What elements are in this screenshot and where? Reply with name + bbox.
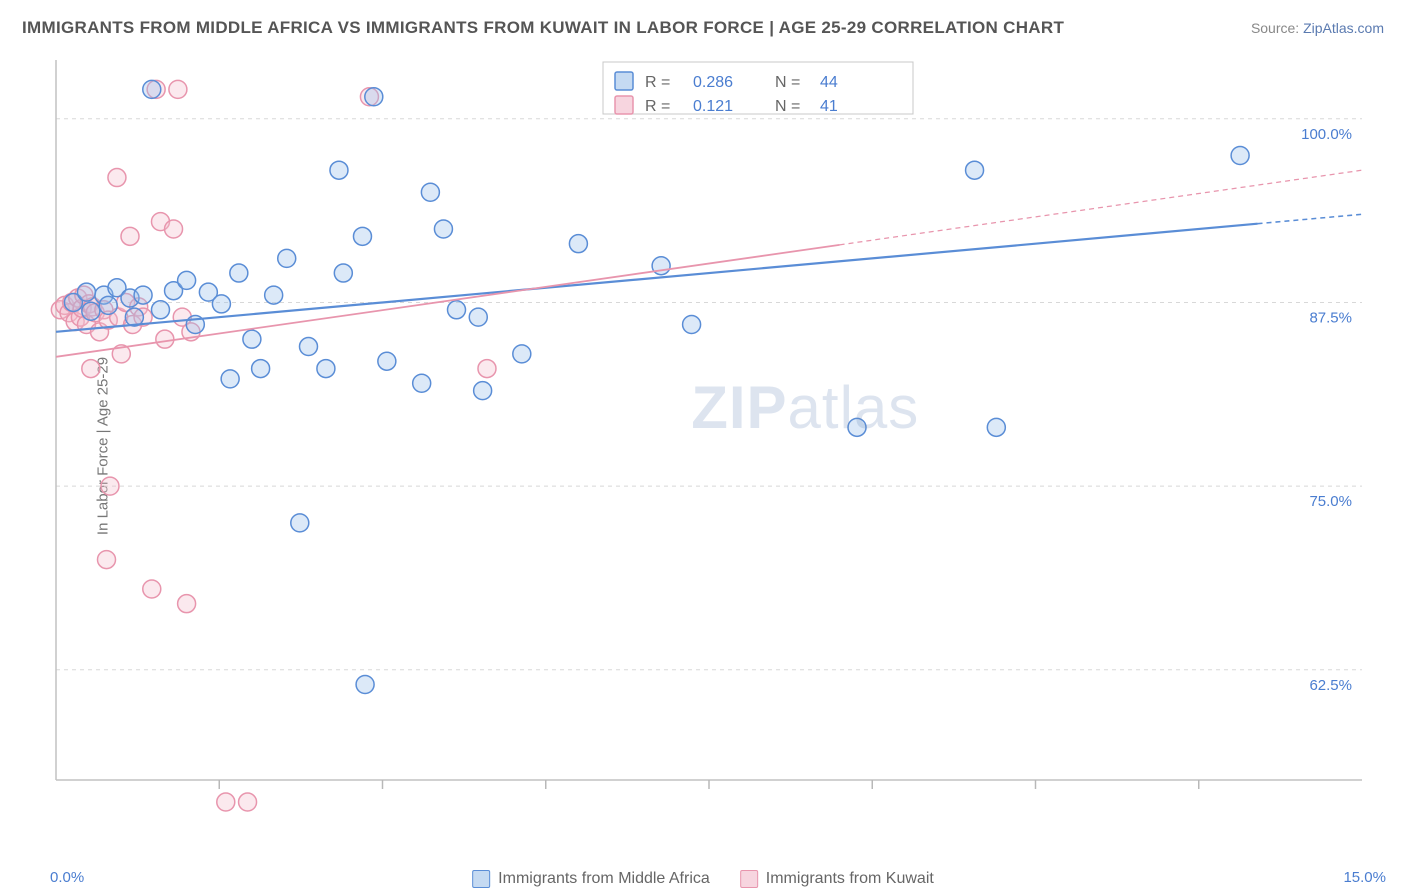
scatter-point-middle_africa [243, 330, 261, 348]
scatter-point-kuwait [478, 360, 496, 378]
svg-text:41: 41 [820, 98, 838, 115]
legend-swatch [740, 870, 758, 888]
chart-container: 62.5% 75.0% 87.5% 100.0% R = 0.286 N = 44 R = 0.1… [48, 50, 1388, 820]
bottom-legend: Immigrants from Middle Africa Immigrants … [472, 870, 934, 888]
svg-text:62.5%: 62.5% [1309, 677, 1352, 694]
scatter-point-middle_africa [317, 360, 335, 378]
svg-text:N =: N = [775, 98, 800, 115]
x-axis-origin-label: 0.0% [50, 869, 84, 886]
scatter-point-middle_africa [987, 418, 1005, 436]
legend-label: Immigrants from Kuwait [766, 870, 934, 888]
legend-swatch [615, 72, 633, 90]
scatter-point-middle_africa [1231, 147, 1249, 165]
scatter-point-middle_africa [469, 308, 487, 326]
scatter-point-middle_africa [378, 352, 396, 370]
legend-swatch [615, 96, 633, 114]
svg-text:100.0%: 100.0% [1301, 126, 1352, 143]
svg-text:0.286: 0.286 [693, 74, 733, 91]
scatter-point-middle_africa [265, 286, 283, 304]
scatter-point-middle_africa [221, 370, 239, 388]
scatter-point-middle_africa [212, 295, 230, 313]
scatter-point-middle_africa [848, 418, 866, 436]
correlation-scatter-chart: 62.5% 75.0% 87.5% 100.0% R = 0.286 N = 44 R = 0.1… [48, 50, 1388, 820]
svg-text:N =: N = [775, 74, 800, 91]
scatter-point-middle_africa [77, 283, 95, 301]
scatter-point-kuwait [121, 227, 139, 245]
scatter-point-middle_africa [356, 675, 374, 693]
svg-text:44: 44 [820, 74, 838, 91]
scatter-point-middle_africa [421, 183, 439, 201]
scatter-point-middle_africa [82, 302, 100, 320]
scatter-point-middle_africa [151, 301, 169, 319]
scatter-point-middle_africa [474, 382, 492, 400]
scatter-point-middle_africa [230, 264, 248, 282]
source-label: Source: [1251, 20, 1299, 36]
scatter-point-kuwait [156, 330, 174, 348]
scatter-point-middle_africa [143, 80, 161, 98]
svg-text:75.0%: 75.0% [1309, 493, 1352, 510]
bottom-legend-item: Immigrants from Kuwait [740, 870, 934, 888]
scatter-point-kuwait [169, 80, 187, 98]
scatter-point-middle_africa [448, 301, 466, 319]
scatter-point-middle_africa [569, 235, 587, 253]
scatter-point-middle_africa [353, 227, 371, 245]
source-attribution: Source: ZipAtlas.com [1251, 20, 1384, 36]
scatter-point-middle_africa [299, 338, 317, 356]
scatter-point-middle_africa [278, 249, 296, 267]
scatter-point-kuwait [178, 595, 196, 613]
trend-line-kuwait [56, 245, 840, 357]
svg-text:R =: R = [645, 98, 670, 115]
legend-label: Immigrants from Middle Africa [498, 870, 710, 888]
scatter-point-kuwait [165, 220, 183, 238]
scatter-point-kuwait [97, 551, 115, 569]
scatter-point-kuwait [108, 169, 126, 187]
scatter-point-kuwait [143, 580, 161, 598]
bottom-legend-item: Immigrants from Middle Africa [472, 870, 710, 888]
scatter-point-kuwait [239, 793, 257, 811]
svg-text:R =: R = [645, 74, 670, 91]
source-value: ZipAtlas.com [1303, 20, 1384, 36]
scatter-point-kuwait [82, 360, 100, 378]
scatter-point-middle_africa [683, 315, 701, 333]
scatter-point-middle_africa [99, 296, 117, 314]
scatter-point-middle_africa [291, 514, 309, 532]
svg-text:0.121: 0.121 [693, 98, 733, 115]
legend-swatch [472, 870, 490, 888]
x-axis-max-label: 15.0% [1343, 869, 1386, 886]
chart-title: IMMIGRANTS FROM MIDDLE AFRICA VS IMMIGRA… [22, 18, 1064, 38]
scatter-point-middle_africa [434, 220, 452, 238]
scatter-point-middle_africa [252, 360, 270, 378]
svg-text:87.5%: 87.5% [1309, 309, 1352, 326]
scatter-point-middle_africa [413, 374, 431, 392]
trend-line-ext-middle_africa [1258, 214, 1362, 223]
scatter-point-middle_africa [178, 271, 196, 289]
scatter-point-middle_africa [513, 345, 531, 363]
scatter-point-middle_africa [365, 88, 383, 106]
scatter-point-kuwait [217, 793, 235, 811]
scatter-point-middle_africa [330, 161, 348, 179]
scatter-point-kuwait [101, 477, 119, 495]
scatter-point-middle_africa [134, 286, 152, 304]
trend-line-ext-kuwait [840, 170, 1362, 245]
scatter-point-middle_africa [334, 264, 352, 282]
scatter-point-middle_africa [966, 161, 984, 179]
